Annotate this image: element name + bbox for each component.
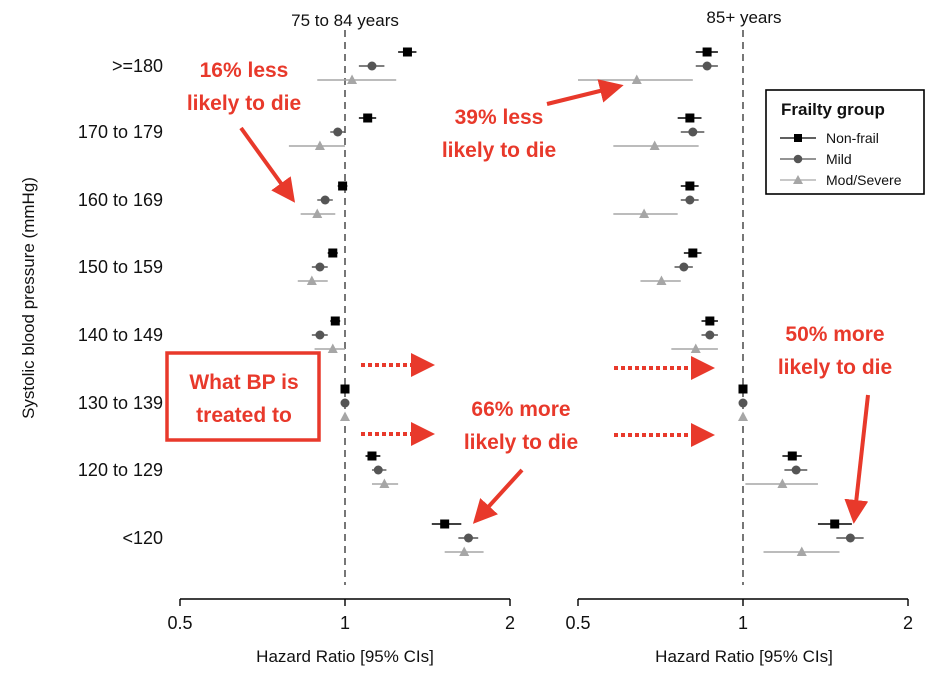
legend-title: Frailty group bbox=[781, 100, 885, 119]
annotation-66-more-line1: 66% more bbox=[471, 398, 570, 421]
x-axis-title-right: Hazard Ratio [95% CIs] bbox=[655, 647, 833, 666]
legend-label-mild: Mild bbox=[826, 151, 852, 167]
x-tick-label: 1 bbox=[738, 613, 748, 633]
point-triangle bbox=[631, 74, 642, 84]
x-tick-label: 1 bbox=[340, 613, 350, 633]
point-circle bbox=[315, 330, 325, 340]
x-tick-label: 0.5 bbox=[167, 613, 192, 633]
point-triangle bbox=[639, 208, 650, 218]
x-tick-label: 0.5 bbox=[565, 613, 590, 633]
point-circle bbox=[373, 465, 383, 475]
bp-treated-box bbox=[165, 351, 321, 442]
y-tick-labels: >=180 170 to 179 160 to 169 150 to 159 140 t… bbox=[78, 56, 163, 548]
arrow-16-less bbox=[239, 126, 296, 203]
point-circle bbox=[320, 195, 330, 205]
point-triangle bbox=[796, 546, 807, 556]
chart-marks bbox=[288, 47, 864, 556]
point-square bbox=[702, 47, 712, 57]
arrow-50-more bbox=[844, 394, 870, 524]
panel-title-left: 75 to 84 years bbox=[291, 11, 399, 30]
point-square bbox=[685, 113, 695, 123]
y-tick-label: 130 to 139 bbox=[78, 393, 163, 413]
legend-triangle-icon bbox=[793, 175, 803, 184]
point-triangle bbox=[459, 546, 470, 556]
legend-square-icon bbox=[794, 134, 802, 142]
point-square bbox=[688, 248, 698, 258]
point-circle bbox=[702, 61, 712, 71]
y-tick-label: >=180 bbox=[112, 56, 163, 76]
point-circle bbox=[315, 262, 325, 272]
point-triangle bbox=[656, 275, 667, 285]
legend-label-nonfrail: Non-frail bbox=[826, 130, 879, 146]
annotation-50-more-line1: 50% more bbox=[785, 323, 884, 346]
point-square bbox=[363, 113, 373, 123]
legend-box bbox=[765, 89, 925, 195]
point-circle bbox=[685, 195, 695, 205]
point-square bbox=[328, 248, 338, 258]
point-circle bbox=[845, 533, 855, 543]
y-tick-label: 160 to 169 bbox=[78, 190, 163, 210]
annotation-16-less-line1: 16% less bbox=[200, 59, 289, 82]
arrow-39-less bbox=[546, 79, 624, 106]
annotation-bp-treated-line1: What BP is bbox=[189, 371, 298, 394]
annotation-66-more-line2: likely to die bbox=[464, 431, 578, 454]
point-square bbox=[367, 451, 377, 461]
annotation-39-less-line2: likely to die bbox=[442, 139, 556, 162]
point-square bbox=[338, 181, 348, 191]
point-circle bbox=[340, 398, 350, 408]
point-triangle bbox=[738, 411, 748, 421]
point-square bbox=[685, 181, 695, 191]
point-square bbox=[402, 47, 412, 57]
point-triangle bbox=[690, 343, 701, 353]
arrow-66-more bbox=[472, 468, 524, 524]
point-square bbox=[738, 384, 748, 394]
point-circle bbox=[333, 127, 343, 137]
legend-circle-icon bbox=[793, 154, 803, 164]
y-tick-label: 150 to 159 bbox=[78, 257, 163, 277]
point-triangle bbox=[379, 478, 390, 488]
point-triangle bbox=[306, 275, 317, 285]
point-circle bbox=[688, 127, 698, 137]
point-circle bbox=[791, 465, 801, 475]
point-square bbox=[705, 316, 715, 326]
y-tick-label: 170 to 179 bbox=[78, 122, 163, 142]
point-triangle bbox=[327, 343, 338, 353]
annotation-bp-treated-line2: treated to bbox=[196, 404, 292, 427]
point-circle bbox=[679, 262, 689, 272]
point-circle bbox=[738, 398, 748, 408]
point-circle bbox=[463, 533, 473, 543]
x-axis-title-left: Hazard Ratio [95% CIs] bbox=[256, 647, 434, 666]
point-triangle bbox=[312, 208, 323, 218]
annotation-arrows bbox=[239, 79, 870, 524]
point-circle bbox=[705, 330, 715, 340]
x-axes: 0.5 1 2 0.5 1 2 bbox=[167, 598, 913, 633]
x-tick-label: 2 bbox=[505, 613, 515, 633]
reference-lines bbox=[344, 30, 744, 585]
y-tick-label: <120 bbox=[122, 528, 163, 548]
point-square bbox=[330, 316, 340, 326]
panel-title-right: 85+ years bbox=[706, 8, 781, 27]
point-square bbox=[340, 384, 350, 394]
point-circle bbox=[367, 61, 377, 71]
legend-label-modsevere: Mod/Severe bbox=[826, 172, 902, 188]
point-triangle bbox=[649, 140, 660, 150]
y-axis-title: Systolic blood pressure (mmHg) bbox=[19, 177, 38, 419]
annotation-16-less-line2: likely to die bbox=[187, 92, 301, 115]
point-square bbox=[440, 519, 450, 529]
point-triangle bbox=[314, 140, 325, 150]
point-triangle bbox=[777, 478, 788, 488]
y-tick-label: 140 to 149 bbox=[78, 325, 163, 345]
annotation-50-more-line2: likely to die bbox=[778, 356, 892, 379]
point-triangle bbox=[340, 411, 350, 421]
point-triangle bbox=[347, 74, 358, 84]
point-square bbox=[787, 451, 797, 461]
y-tick-label: 120 to 129 bbox=[78, 460, 163, 480]
legend: Frailty group Non-frail Mild Mod/Severe bbox=[765, 89, 925, 195]
x-tick-label: 2 bbox=[903, 613, 913, 633]
point-square bbox=[830, 519, 840, 529]
annotation-39-less-line1: 39% less bbox=[455, 106, 544, 129]
annotations: 16% less likely to die 39% less likely t… bbox=[165, 59, 892, 454]
